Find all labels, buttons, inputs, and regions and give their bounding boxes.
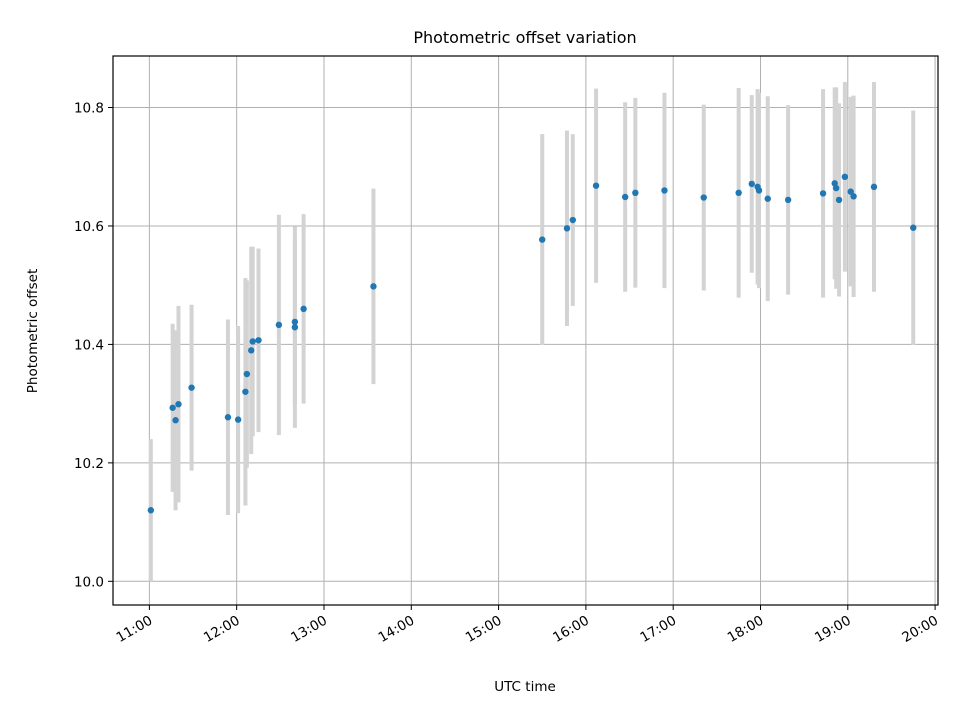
y-tick-label: 10.8: [74, 101, 104, 117]
data-point: [370, 283, 377, 290]
data-point: [291, 324, 299, 331]
x-tick-label: 14:00: [376, 613, 418, 646]
data-point: [563, 225, 571, 232]
data-point: [188, 384, 195, 391]
data-point: [242, 388, 249, 395]
data-point: [234, 416, 242, 423]
data-point: [539, 236, 546, 243]
x-tick-label: 18:00: [725, 613, 767, 646]
data-point: [224, 414, 232, 421]
x-tick-label: 12:00: [201, 613, 243, 646]
data-point: [291, 318, 299, 326]
x-tick-label: 15:00: [463, 613, 505, 646]
y-tick-label: 10.4: [74, 337, 104, 353]
tick-layer: 11:00 12:00 13:00 14:00 15:00 16:00 17:00 18:00…: [74, 101, 941, 646]
data-point: [850, 193, 857, 200]
data-point: [819, 190, 827, 197]
data-point: [300, 305, 307, 313]
data-point: [748, 180, 755, 188]
data-point: [248, 347, 255, 354]
data-point: [847, 188, 854, 195]
chart-title: Photometric offset variation: [413, 28, 636, 47]
data-point: [835, 196, 843, 204]
plot-frame: [112, 55, 939, 606]
x-tick-label: 19:00: [812, 613, 854, 646]
y-tick-label: 10.0: [74, 574, 104, 590]
x-tick-label: 20:00: [899, 613, 941, 646]
data-point: [169, 404, 176, 411]
data-point: [735, 189, 742, 197]
data-point: [832, 184, 840, 192]
data-point: [764, 195, 771, 202]
x-tick-label: 17:00: [637, 613, 679, 646]
x-tick-label: 13:00: [288, 613, 330, 646]
y-axis-label: Photometric offset: [25, 269, 41, 393]
data-point: [700, 194, 707, 201]
data-point: [661, 187, 668, 194]
data-point: [592, 182, 600, 189]
data-point: [275, 321, 283, 329]
data-point: [632, 189, 639, 197]
data-point: [621, 193, 629, 201]
point-layer: [147, 173, 917, 514]
data-point: [784, 196, 792, 204]
data-point: [870, 183, 878, 191]
data-point: [569, 216, 576, 224]
grid-layer: [113, 56, 938, 605]
x-tick-label: 16:00: [550, 613, 592, 646]
data-point: [249, 338, 256, 345]
data-point: [172, 417, 179, 424]
x-axis-label: UTC time: [494, 679, 556, 695]
x-tick-label: 11:00: [114, 613, 156, 646]
data-point: [243, 370, 251, 378]
data-point: [147, 507, 155, 514]
data-point: [175, 401, 182, 408]
data-point: [255, 337, 262, 344]
data-point: [841, 173, 849, 181]
y-tick-label: 10.2: [74, 456, 104, 472]
y-tick-label: 10.6: [74, 219, 104, 235]
errorbar-layer: [148, 82, 916, 582]
data-point: [755, 187, 763, 194]
data-point: [910, 224, 917, 231]
